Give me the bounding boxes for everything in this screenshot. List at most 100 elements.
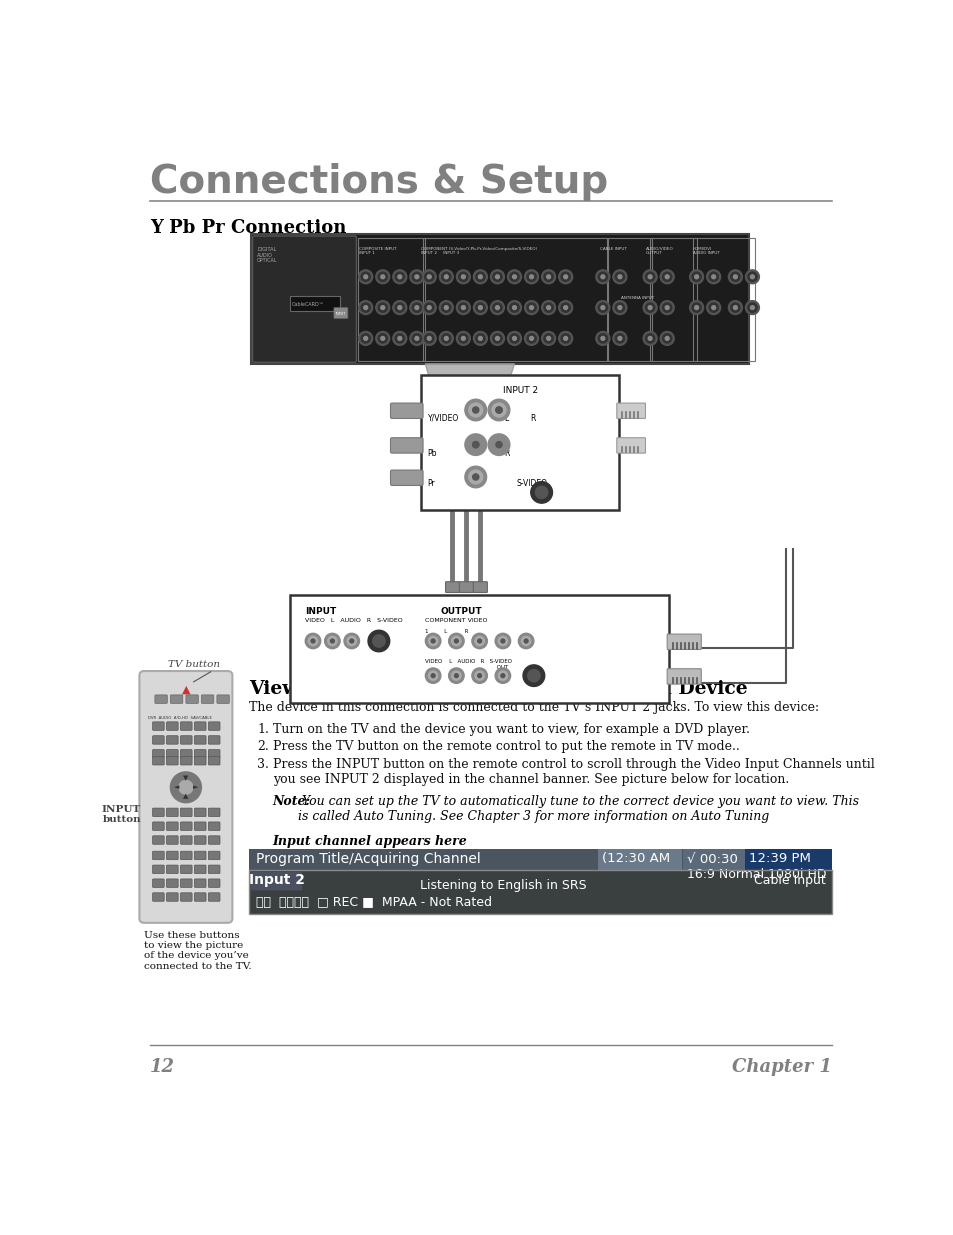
Circle shape <box>750 306 754 310</box>
Circle shape <box>360 333 370 343</box>
FancyBboxPatch shape <box>167 851 178 860</box>
Circle shape <box>512 275 516 279</box>
Bar <box>249 892 831 914</box>
Circle shape <box>380 306 384 310</box>
Circle shape <box>473 300 487 315</box>
Circle shape <box>441 303 451 312</box>
Bar <box>422 237 607 361</box>
FancyBboxPatch shape <box>390 437 422 453</box>
Text: CableCARD™: CableCARD™ <box>291 303 324 308</box>
Circle shape <box>475 636 484 646</box>
Circle shape <box>461 306 465 310</box>
Circle shape <box>439 270 453 284</box>
FancyBboxPatch shape <box>180 851 192 860</box>
Circle shape <box>395 272 404 282</box>
Circle shape <box>475 671 484 680</box>
Circle shape <box>424 272 434 282</box>
Circle shape <box>645 333 654 343</box>
Circle shape <box>478 306 482 310</box>
Circle shape <box>661 272 671 282</box>
Circle shape <box>524 270 537 284</box>
Text: Y Pb Pr Connection: Y Pb Pr Connection <box>150 219 346 237</box>
FancyBboxPatch shape <box>194 808 206 816</box>
Circle shape <box>393 331 406 346</box>
Circle shape <box>454 674 457 678</box>
Text: INPUT 2: INPUT 2 <box>502 387 537 395</box>
Text: HDMI/DVI
AUDIO INPUT: HDMI/DVI AUDIO INPUT <box>692 247 719 256</box>
FancyBboxPatch shape <box>152 757 164 764</box>
Text: ANTENNA INPUT: ANTENNA INPUT <box>620 296 654 300</box>
Circle shape <box>492 403 505 417</box>
FancyBboxPatch shape <box>171 695 183 704</box>
Circle shape <box>468 471 482 484</box>
Bar <box>249 871 831 914</box>
Circle shape <box>456 270 470 284</box>
Circle shape <box>543 333 553 343</box>
Text: Note:: Note: <box>273 795 311 808</box>
Text: DVR  AUDIO  A/D-HD  SAV/CABLE: DVR AUDIO A/D-HD SAV/CABLE <box>148 716 212 720</box>
Circle shape <box>424 303 434 312</box>
Circle shape <box>600 336 604 341</box>
Text: Program Title/Acquiring Channel: Program Title/Acquiring Channel <box>255 852 480 866</box>
Circle shape <box>546 306 550 310</box>
Text: √ 00:30: √ 00:30 <box>686 852 738 866</box>
Circle shape <box>490 270 504 284</box>
Text: OUTPUT: OUTPUT <box>440 608 482 616</box>
FancyBboxPatch shape <box>180 808 192 816</box>
Circle shape <box>546 275 550 279</box>
FancyBboxPatch shape <box>194 750 206 758</box>
FancyBboxPatch shape <box>152 893 164 902</box>
Circle shape <box>477 638 481 643</box>
Circle shape <box>600 306 604 310</box>
Circle shape <box>524 300 537 315</box>
Circle shape <box>563 336 567 341</box>
Circle shape <box>596 331 609 346</box>
Circle shape <box>661 303 671 312</box>
Circle shape <box>472 668 487 683</box>
Circle shape <box>428 671 437 680</box>
Circle shape <box>598 333 607 343</box>
Circle shape <box>750 275 754 279</box>
Circle shape <box>441 272 451 282</box>
Text: Listening to English in SRS: Listening to English in SRS <box>419 878 586 892</box>
Circle shape <box>661 333 671 343</box>
Circle shape <box>691 272 700 282</box>
Circle shape <box>689 270 703 284</box>
Circle shape <box>410 300 423 315</box>
Circle shape <box>464 466 486 488</box>
Circle shape <box>500 638 504 643</box>
Circle shape <box>441 333 451 343</box>
Circle shape <box>444 306 448 310</box>
Circle shape <box>439 331 453 346</box>
Text: S-VIDEO: S-VIDEO <box>516 479 546 488</box>
FancyBboxPatch shape <box>208 823 220 830</box>
Circle shape <box>377 303 387 312</box>
Circle shape <box>412 333 421 343</box>
Text: ▲: ▲ <box>183 794 189 799</box>
Circle shape <box>560 303 570 312</box>
Circle shape <box>664 306 668 310</box>
Circle shape <box>527 669 539 682</box>
Circle shape <box>458 272 468 282</box>
Circle shape <box>495 668 510 683</box>
FancyBboxPatch shape <box>152 808 164 816</box>
Text: 16:9 Normal 1080i HD: 16:9 Normal 1080i HD <box>686 868 825 881</box>
Circle shape <box>615 272 624 282</box>
Circle shape <box>458 303 468 312</box>
Circle shape <box>422 300 436 315</box>
Circle shape <box>454 638 457 643</box>
Text: Pr: Pr <box>427 479 435 488</box>
Text: Pb: Pb <box>427 448 436 457</box>
Circle shape <box>598 272 607 282</box>
Circle shape <box>444 336 448 341</box>
Circle shape <box>452 636 460 646</box>
FancyBboxPatch shape <box>208 736 220 745</box>
FancyBboxPatch shape <box>180 757 192 764</box>
Text: ▲: ▲ <box>181 685 190 695</box>
Circle shape <box>689 300 703 315</box>
FancyBboxPatch shape <box>167 721 178 730</box>
Text: AUDIO/VIDEO
OUTPUT: AUDIO/VIDEO OUTPUT <box>645 247 673 256</box>
Circle shape <box>476 303 484 312</box>
Circle shape <box>600 275 604 279</box>
Text: The device in this connection is connected to the TV’s INPUT 2 jacks. To view th: The device in this connection is connect… <box>249 701 819 714</box>
